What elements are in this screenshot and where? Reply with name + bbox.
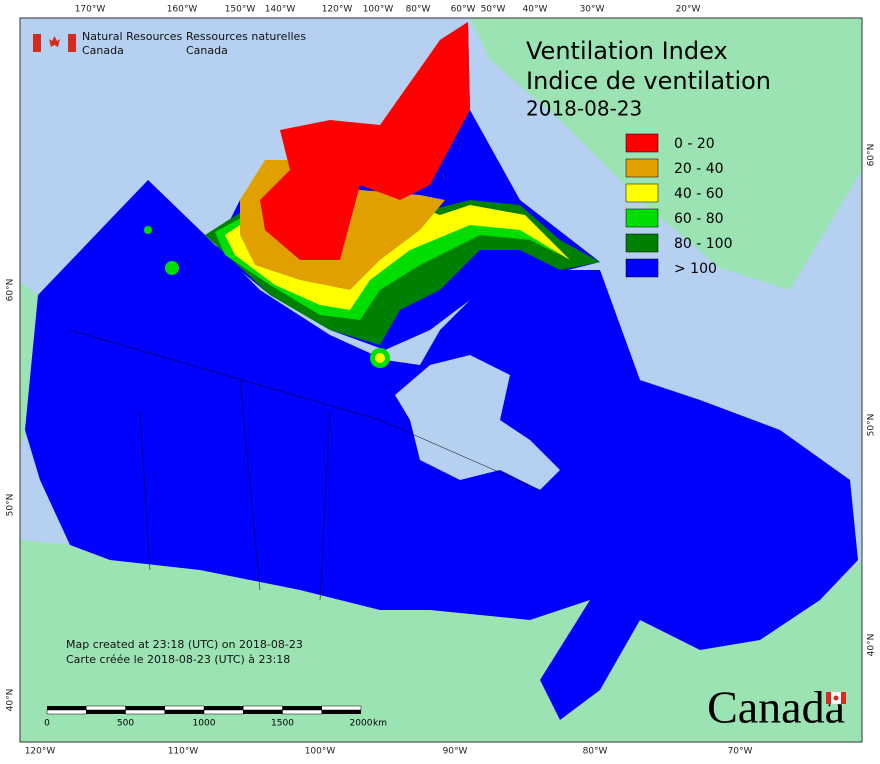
agency-en: Canada (82, 44, 124, 57)
legend-label: 80 - 100 (674, 236, 733, 252)
scale-label: 1500 (271, 719, 294, 729)
greenland (470, 18, 862, 290)
scale-segment (321, 710, 361, 714)
scale-segment (321, 705, 362, 711)
agency-en: Natural Resources (82, 30, 183, 43)
lon-label: 50°W (481, 5, 506, 15)
alaska (20, 282, 38, 445)
scale-bar: 0 500 1000 1500 2000 km (44, 705, 387, 729)
scale-label: 1000 (193, 719, 216, 729)
scale-segment (164, 705, 205, 711)
legend-swatch (625, 133, 659, 153)
legend-swatch (625, 183, 659, 203)
hudson-bay (395, 355, 560, 490)
wordmark-flag (825, 691, 847, 705)
lon-label: 100°W (305, 747, 336, 757)
title-en: Ventilation Index (526, 37, 728, 65)
scale-segment (164, 710, 204, 714)
flag-leaf (833, 695, 839, 701)
lat-label: 60°N (6, 279, 16, 302)
zone-spot (165, 261, 179, 275)
flag-bar (68, 34, 76, 52)
lon-label: 150°W (225, 5, 256, 15)
scale-label: 0 (44, 719, 50, 729)
map-body (20, 18, 862, 742)
scale-segment (204, 706, 244, 710)
legend: 0 - 20 20 - 40 40 - 60 60 - 80 80 - 100 > 100 (625, 133, 733, 278)
lon-label: 40°W (523, 5, 548, 15)
zone-spot (375, 353, 385, 363)
scale-segment (125, 706, 165, 710)
scale-label: 2000 (350, 719, 373, 729)
scale-segment (243, 705, 283, 711)
province-borders (69, 329, 541, 601)
map-date: 2018-08-23 (526, 97, 642, 121)
legend-swatch (625, 258, 659, 278)
agency-fr: Ressources naturelles (186, 30, 306, 43)
lon-label: 80°W (406, 5, 431, 15)
title-fr: Indice de ventilation (526, 67, 771, 95)
scale-segment (203, 709, 244, 715)
zone-spot (144, 226, 152, 234)
flag-bar (826, 692, 831, 704)
lon-label: 170°W (75, 5, 106, 15)
lat-label: 50°N (6, 494, 16, 517)
lon-label: 90°W (443, 747, 468, 757)
agency-signature: Natural Resources Canada Ressources natu… (33, 30, 306, 57)
lon-label: 70°W (728, 747, 753, 757)
note: Carte créée le 2018-08-23 (UTC) à 23:18 (66, 653, 290, 666)
scale-unit: km (373, 719, 387, 729)
legend-swatch (625, 158, 659, 178)
lat-label: 50°N (867, 414, 877, 437)
note: Map created at 23:18 (UTC) on 2018-08-23 (66, 638, 303, 651)
legend-label: 40 - 60 (674, 186, 724, 202)
united-states (20, 540, 862, 742)
lon-label: 80°W (583, 747, 608, 757)
lon-label: 120°W (25, 747, 56, 757)
flag-bar (841, 692, 846, 704)
map-frame (19, 17, 863, 743)
lon-label: 20°W (676, 5, 701, 15)
lon-label: 120°W (322, 5, 353, 15)
lat-label: 60°N (867, 144, 877, 167)
scale-segment (282, 709, 322, 715)
legend-swatch (625, 233, 659, 253)
legend-label: 0 - 20 (674, 136, 715, 152)
scale-segment (125, 709, 165, 715)
legend-label: 60 - 80 (674, 211, 724, 227)
lon-label: 140°W (265, 5, 296, 15)
lon-label: 110°W (168, 747, 199, 757)
lon-label: 100°W (363, 5, 394, 15)
graticule-labels: 170°W 160°W 150°W 140°W 120°W 100°W 80°W 60°W 50… (6, 5, 877, 757)
lon-label: 160°W (167, 5, 198, 15)
wordmark: Canada (707, 682, 845, 733)
scale-segment (282, 706, 322, 710)
lon-label: 30°W (580, 5, 605, 15)
scale-segment (46, 709, 87, 715)
scale-segment (86, 705, 126, 711)
zone-0-20 (260, 22, 470, 260)
lon-label: 60°W (451, 5, 476, 15)
flag-leaf (49, 36, 60, 47)
scale-segment (47, 706, 87, 710)
lat-label: 40°N (867, 634, 877, 657)
legend-label: > 100 (674, 261, 717, 277)
lat-label: 40°N (6, 689, 16, 712)
legend-swatch (625, 208, 659, 228)
flag-bar (33, 34, 41, 52)
scale-segment (86, 710, 126, 714)
legend-label: 20 - 40 (674, 161, 724, 177)
scale-label: 500 (117, 719, 134, 729)
agency-fr: Canada (186, 44, 228, 57)
scale-segment (243, 710, 283, 714)
